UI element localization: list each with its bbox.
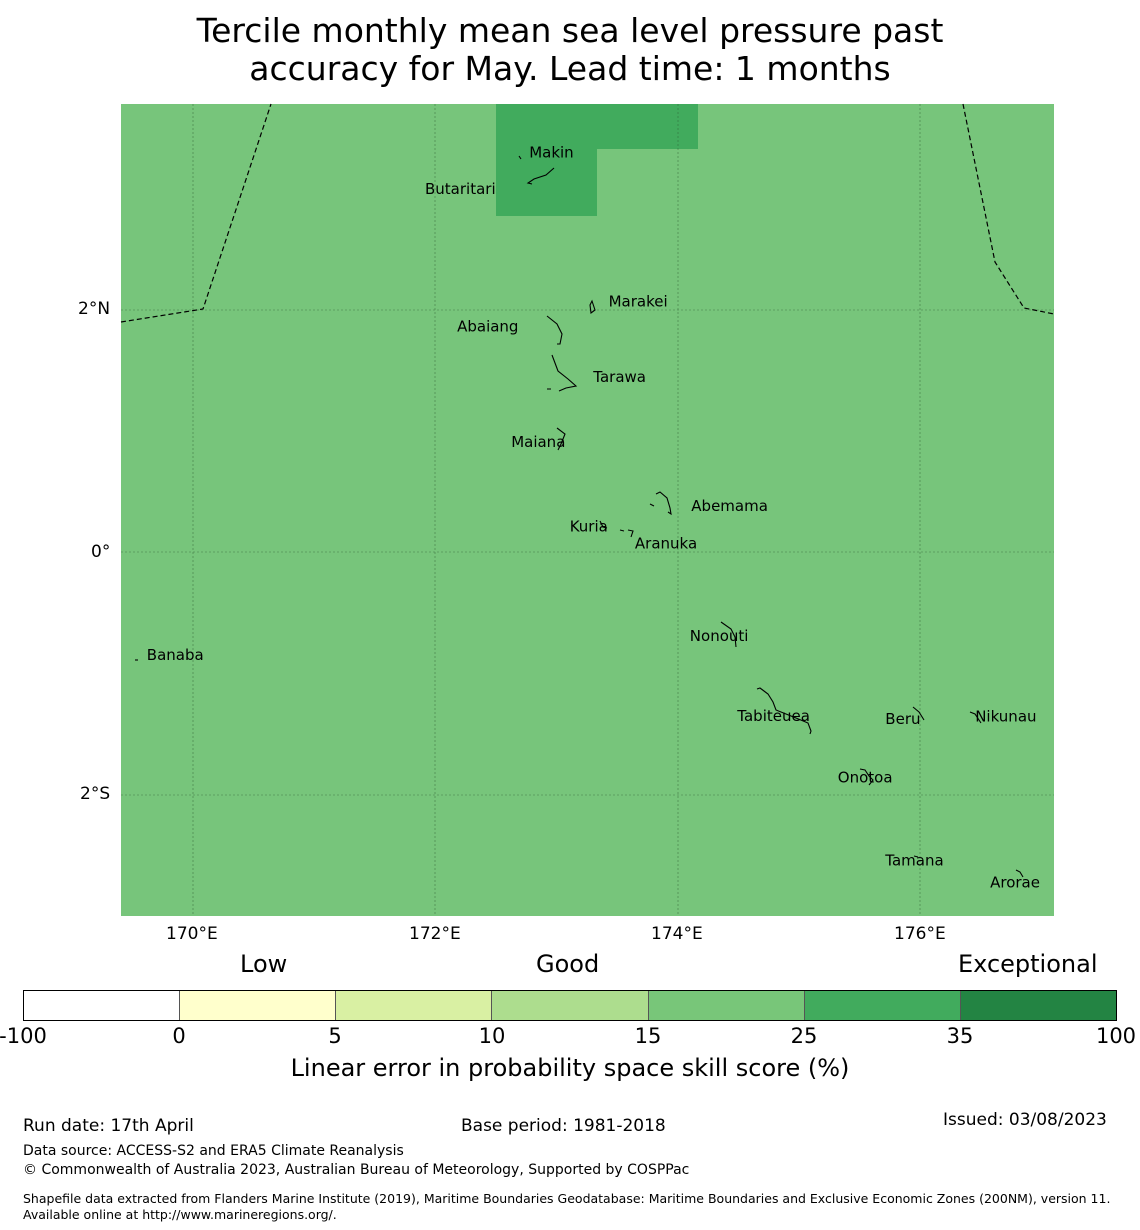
- colorbar-tick-8: 100: [1095, 1024, 1137, 1048]
- run-date: Run date: 17th April: [23, 1116, 194, 1136]
- island-label-aranuka: Aranuka: [635, 535, 697, 553]
- highlight-cell-1: [496, 104, 698, 149]
- colorbar-segment-1: [24, 991, 181, 1020]
- colorbar-tick-4: 10: [478, 1024, 506, 1048]
- issued-date: Issued: 03/08/2023: [943, 1110, 1107, 1130]
- island-label-maiana: Maiana: [511, 433, 565, 451]
- colorbar-tick-7: 35: [946, 1024, 974, 1048]
- gridlines: [121, 104, 1054, 916]
- colorbar-segment-6: [804, 991, 961, 1020]
- island-label-nikunau: Nikunau: [975, 708, 1036, 726]
- arorae-outline: [1015, 869, 1024, 878]
- colorbar-tick-6: 25: [790, 1024, 818, 1048]
- island-label-butaritari: Butaritari: [425, 180, 496, 198]
- lat-tick-0: 0°: [91, 542, 111, 562]
- island-label-makin: Makin: [529, 144, 574, 162]
- beru-outline: [912, 706, 925, 721]
- tarawa-outline: [547, 354, 578, 392]
- tamana-outline: [913, 855, 919, 858]
- makin-outline: [518, 155, 522, 160]
- island-label-tamana: Tamana: [884, 852, 943, 870]
- island-label-banaba: Banaba: [147, 646, 204, 664]
- island-outlines: [135, 155, 1024, 878]
- island-label-kuria: Kuria: [570, 517, 608, 535]
- abaiang-outline: [546, 315, 563, 345]
- nonouti-outline: [720, 621, 737, 648]
- island-label-onotoa: Onotoa: [838, 769, 893, 787]
- butaritari-outline: [526, 167, 555, 185]
- island-label-abaiang: Abaiang: [457, 318, 518, 336]
- colorbar-tick-1: -100: [0, 1024, 47, 1048]
- lon-tick-172e: 172°E: [409, 924, 461, 944]
- map-svg: Makin Butaritari Marakei Abaiang Tarawa Maian…: [120, 103, 1055, 916]
- eez-boundary-west: [120, 103, 272, 323]
- lat-tick-2n: 2°N: [78, 299, 111, 319]
- lon-tick-176e: 176°E: [894, 924, 946, 944]
- onotoa-outline: [859, 768, 874, 786]
- island-label-abemama: Abemama: [691, 497, 768, 515]
- nikunau-outline: [969, 711, 982, 724]
- legend-category-exceptional: Exceptional: [958, 950, 1098, 978]
- legend-category-good: Good: [536, 950, 600, 978]
- maiana-outline: [556, 427, 566, 451]
- colorbar-tick-5: 15: [634, 1024, 662, 1048]
- eez-boundary-east: [962, 103, 1055, 315]
- data-source: Data source: ACCESS-S2 and ERA5 Climate …: [23, 1143, 404, 1159]
- legend-category-low: Low: [240, 950, 288, 978]
- lon-tick-170e: 170°E: [166, 924, 218, 944]
- colorbar-segment-2: [180, 991, 337, 1020]
- title-line-1: Tercile monthly mean sea level pressure …: [196, 11, 944, 50]
- map-title: Tercile monthly mean sea level pressure …: [0, 12, 1140, 88]
- island-label-marakei: Marakei: [609, 292, 668, 310]
- island-labels: Makin Butaritari Marakei Abaiang Tarawa Maian…: [147, 144, 1040, 892]
- marakei-outline: [589, 299, 596, 315]
- shapefile-credit: Shapefile data extracted from Flanders M…: [23, 1191, 1111, 1222]
- island-label-beru: Beru: [885, 710, 920, 728]
- kuria-outline: [599, 520, 608, 529]
- island-label-tarawa: Tarawa: [592, 368, 646, 386]
- colorbar-segment-3: [336, 991, 493, 1020]
- map-background: [121, 104, 1054, 916]
- lat-tick-2s: 2°S: [80, 784, 111, 804]
- island-label-tabiteuea: Tabiteuea: [736, 707, 810, 725]
- abemama-outline: [649, 491, 672, 516]
- highlight-cells: [496, 104, 698, 216]
- title-line-2: accuracy for May. Lead time: 1 months: [249, 49, 891, 88]
- highlight-cell-2: [496, 149, 597, 216]
- copyright: © Commonwealth of Australia 2023, Austra…: [23, 1162, 690, 1178]
- colorbar-tick-2: 0: [172, 1024, 186, 1048]
- colorbar-label: Linear error in probability space skill …: [290, 1054, 850, 1082]
- aranuka-outline: [619, 529, 634, 538]
- base-period: Base period: 1981-2018: [461, 1116, 666, 1136]
- colorbar-tick-3: 5: [328, 1024, 342, 1048]
- lon-tick-174e: 174°E: [651, 924, 703, 944]
- island-label-nonouti: Nonouti: [690, 627, 749, 645]
- eez-boundaries: [120, 103, 1055, 323]
- colorbar: [23, 990, 1117, 1021]
- colorbar-segment-7: [960, 991, 1116, 1020]
- island-label-arorae: Arorae: [990, 874, 1040, 892]
- tabiteuea-outline: [756, 687, 812, 735]
- colorbar-segment-4: [492, 991, 649, 1020]
- colorbar-segment-5: [648, 991, 805, 1020]
